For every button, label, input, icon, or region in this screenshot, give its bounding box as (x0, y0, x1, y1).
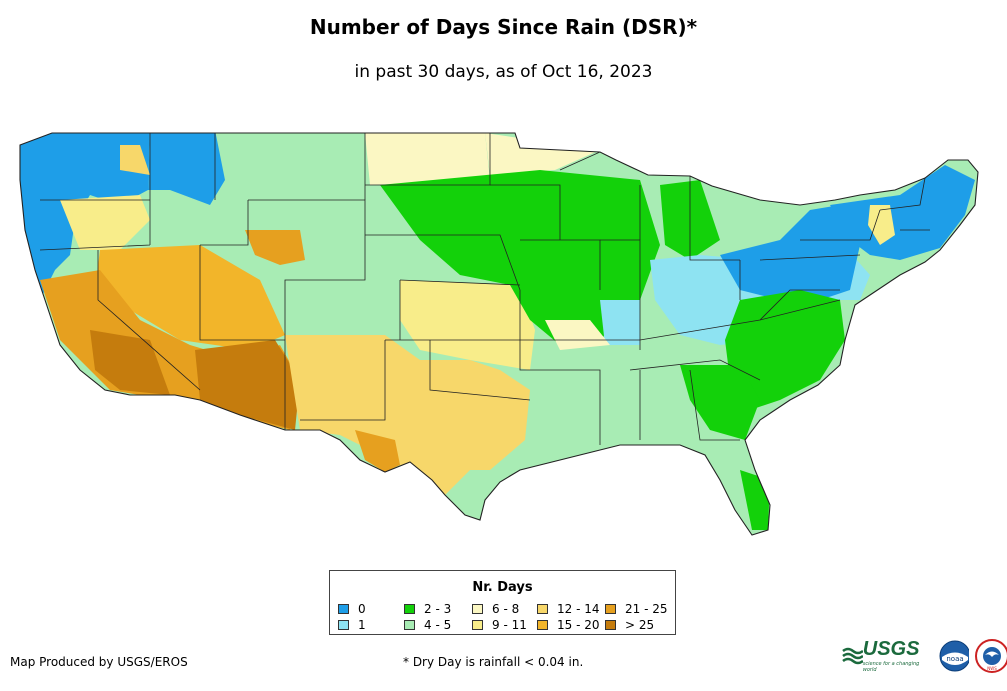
legend-swatch (338, 620, 349, 630)
legend-swatch (404, 620, 415, 630)
region-arkansas (545, 320, 610, 350)
legend: Nr. Days 0 1 2 - 3 4 - 5 6 - 8 9 - 11 12… (329, 570, 676, 635)
region-midwest (380, 170, 660, 345)
legend-item-6: 12 - 14 (537, 602, 600, 616)
region-pacific-nw (20, 133, 150, 300)
region-carolinas (725, 290, 845, 410)
region-north-dakota (365, 133, 490, 185)
legend-swatch (404, 604, 415, 614)
region-north-idaho (148, 133, 225, 205)
legend-swatch (537, 604, 548, 614)
legend-swatch (605, 620, 616, 630)
region-big-bend (355, 430, 400, 472)
region-texas-nm (285, 335, 530, 495)
region-new-england (830, 165, 975, 260)
region-wyoming-dry (245, 230, 305, 265)
usgs-wordmark: USGS (862, 638, 920, 660)
region-great-basin (95, 245, 285, 350)
legend-label: 12 - 14 (557, 602, 600, 616)
legend-label: > 25 (625, 618, 655, 632)
dry-day-footnote: * Dry Day is rainfall < 0.04 in. (403, 655, 584, 669)
region-oregon-dry (60, 195, 150, 250)
nws-logo-icon: NWS (974, 638, 1007, 673)
usgs-wave-icon (842, 647, 863, 664)
usgs-tagline: science for a changing world (862, 661, 920, 673)
legend-item-3: 4 - 5 (404, 618, 451, 632)
legend-label: 6 - 8 (492, 602, 520, 616)
map-subtitle: in past 30 days, as of Oct 16, 2023 (354, 62, 653, 82)
state-borders (19, 132, 979, 536)
legend-item-8: 21 - 25 (605, 602, 668, 616)
map-credit: Map Produced by USGS/EROS (10, 655, 188, 669)
region-kansas-ok (400, 280, 535, 370)
map-title: Number of Days Since Rain (DSR)* (309, 15, 698, 39)
legend-label: 0 (358, 602, 366, 616)
legend-item-7: 15 - 20 (537, 618, 600, 632)
legend-swatch (605, 604, 616, 614)
usgs-logo: USGS science for a changing world (842, 638, 931, 673)
nws-text: NWS (987, 666, 997, 671)
region-missouri-wet (600, 300, 640, 345)
region-georgia (680, 365, 760, 440)
legend-label: 15 - 20 (557, 618, 600, 632)
legend-item-5: 9 - 11 (472, 618, 527, 632)
legend-swatch (472, 604, 483, 614)
legend-item-4: 6 - 8 (472, 602, 519, 616)
region-appalachia (720, 205, 860, 300)
legend-item-9: > 25 (605, 618, 654, 632)
noaa-logo-icon: noaa (939, 640, 969, 671)
region-montana-dry (120, 145, 150, 175)
legend-item-2: 2 - 3 (404, 602, 451, 616)
legend-title: Nr. Days (472, 580, 533, 595)
noaa-text: noaa (946, 655, 963, 663)
legend-swatch (338, 604, 349, 614)
legend-label: 4 - 5 (424, 618, 452, 632)
legend-label: 1 (358, 618, 366, 632)
region-minnesota-north (485, 133, 600, 175)
legend-swatch (472, 620, 483, 630)
region-vermont-dry (868, 205, 895, 245)
legend-swatch (537, 620, 548, 630)
legend-label: 21 - 25 (625, 602, 668, 616)
legend-item-1: 1 (338, 618, 366, 632)
dsr-regions (20, 133, 978, 535)
legend-label: 9 - 11 (492, 618, 527, 632)
legend-label: 2 - 3 (424, 602, 452, 616)
legend-item-0: 0 (338, 602, 366, 616)
agency-logos: USGS science for a changing world noaa N… (842, 638, 1007, 673)
